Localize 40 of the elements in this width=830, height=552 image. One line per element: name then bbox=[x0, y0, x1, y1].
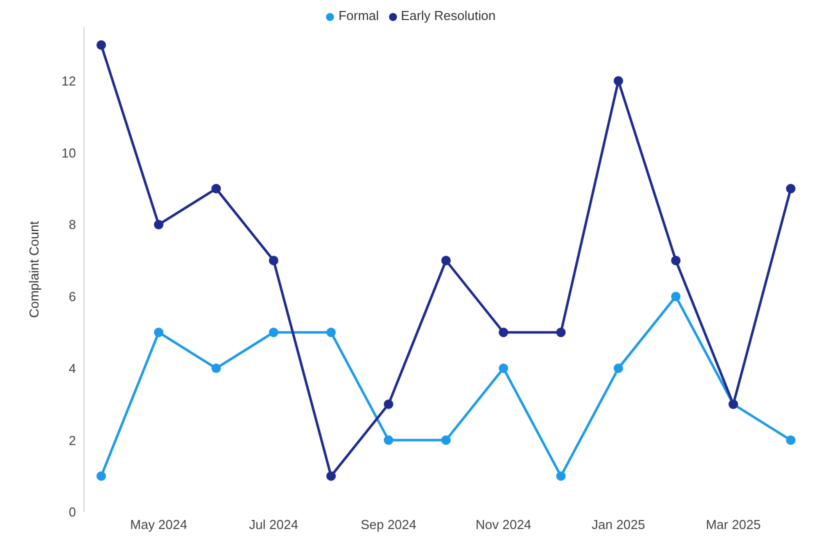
point bbox=[268, 328, 278, 338]
point bbox=[498, 328, 508, 338]
y-tick-label: 4 bbox=[68, 360, 76, 376]
x-tick-label: Sep 2024 bbox=[360, 517, 416, 532]
point bbox=[556, 471, 566, 481]
point bbox=[211, 364, 221, 374]
y-axis-title: Complaint Count bbox=[26, 220, 42, 318]
point bbox=[384, 435, 394, 445]
point bbox=[441, 435, 451, 445]
point bbox=[441, 256, 451, 266]
point bbox=[268, 256, 278, 266]
point bbox=[326, 328, 336, 338]
point bbox=[786, 435, 796, 445]
point bbox=[556, 328, 566, 338]
y-tick-label: 6 bbox=[68, 289, 76, 304]
y-tick-label: 0 bbox=[68, 504, 76, 520]
point bbox=[671, 292, 681, 302]
x-tick-label: Nov 2024 bbox=[476, 517, 532, 532]
y-tick-label: 12 bbox=[62, 74, 76, 89]
point bbox=[671, 256, 681, 266]
point bbox=[154, 328, 164, 338]
point bbox=[498, 364, 508, 374]
x-tick-label: May 2024 bbox=[130, 517, 188, 532]
y-tick-label: 8 bbox=[68, 217, 76, 232]
point bbox=[154, 220, 164, 230]
legend-label: Early Resolution bbox=[400, 8, 496, 23]
point bbox=[96, 40, 106, 50]
point bbox=[384, 399, 394, 409]
point bbox=[96, 471, 106, 481]
point bbox=[614, 76, 624, 86]
x-tick-label: Jul 2024 bbox=[249, 517, 298, 532]
point bbox=[614, 364, 624, 374]
point bbox=[211, 184, 221, 194]
y-tick-label: 2 bbox=[68, 432, 76, 448]
point bbox=[786, 184, 796, 194]
x-tick-label: Jan 2025 bbox=[592, 517, 646, 532]
point bbox=[326, 471, 336, 481]
x-tick-label: Mar 2025 bbox=[706, 517, 761, 532]
legend-label: Formal bbox=[338, 8, 379, 23]
y-tick-label: 10 bbox=[62, 145, 76, 160]
